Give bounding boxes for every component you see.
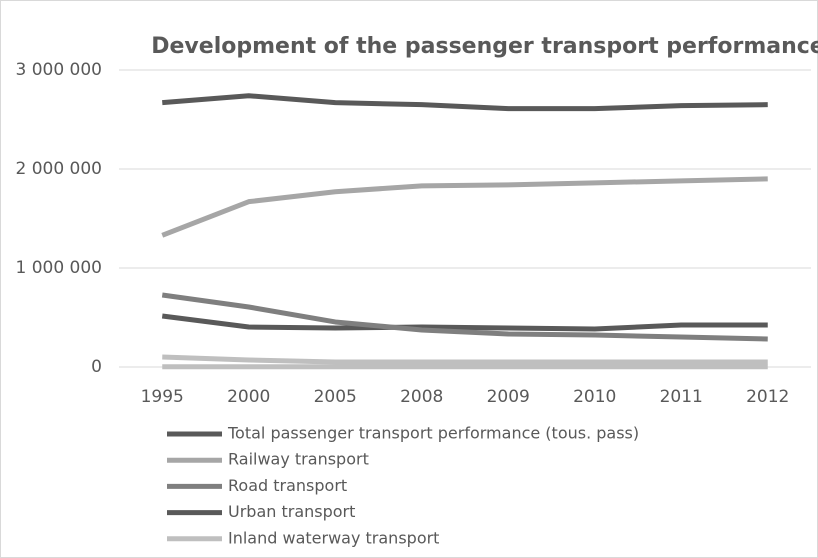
series-line: [161, 313, 768, 332]
x-tick-label: 2005: [314, 387, 357, 407]
x-tick-label: 2000: [227, 387, 270, 407]
x-tick-label: 2010: [573, 387, 616, 407]
legend-label: Railway transport: [228, 450, 369, 469]
y-tick-label: 1 000 000: [15, 258, 102, 278]
legend-label: Road transport: [228, 476, 347, 495]
x-tick-label: 2008: [400, 387, 443, 407]
series-line: [161, 292, 768, 342]
legend-label: Inland waterway transport: [228, 528, 439, 547]
y-tick-label: 0: [91, 357, 102, 377]
x-tick-label: 2012: [746, 387, 789, 407]
legend-label: Total passenger transport performance (t…: [227, 424, 639, 443]
legend-label: Urban transport: [228, 502, 355, 521]
y-tick-label: 2 000 000: [15, 159, 102, 179]
x-tick-label: 2011: [660, 387, 703, 407]
x-tick-label: 2009: [487, 387, 530, 407]
chart-title: Development of the passenger transport p…: [151, 34, 818, 59]
series-line: [161, 176, 768, 238]
x-tick-label: 1995: [141, 387, 184, 407]
series-line: [162, 354, 768, 365]
series-line: [162, 93, 768, 112]
y-tick-label: 3 000 000: [15, 60, 102, 80]
